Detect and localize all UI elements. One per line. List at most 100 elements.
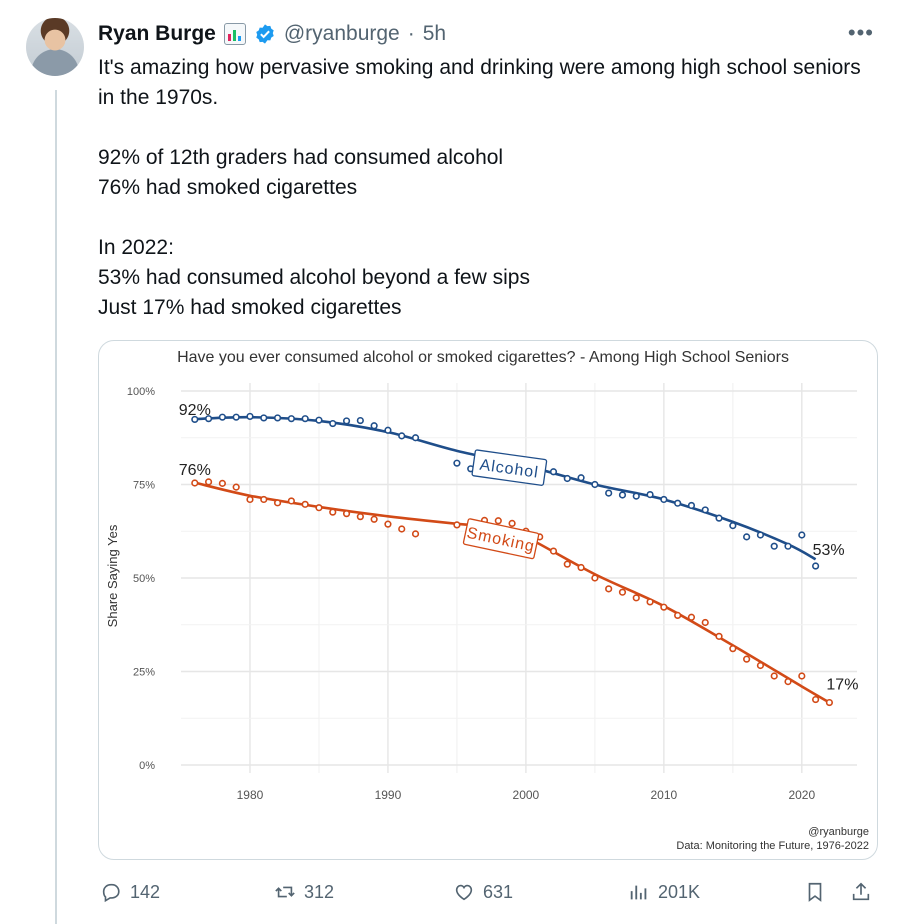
reply-button[interactable]: 142: [100, 876, 160, 908]
alcohol-data-point: [301, 415, 309, 423]
share-button[interactable]: [850, 876, 872, 908]
alcohol-data-point: [191, 415, 199, 424]
alcohol-data-point: [204, 415, 213, 423]
smoking-value-label: 76%: [179, 462, 211, 479]
x-tick-label: 2000: [513, 788, 540, 802]
views-count: 201K: [658, 881, 701, 902]
smoking-data-point: [660, 603, 668, 611]
smoking-data-point: [577, 563, 585, 572]
smoking-box-label: Smoking: [462, 518, 540, 560]
smoking-data-point: [287, 497, 295, 505]
retweet-icon: [275, 886, 295, 898]
retweet-button[interactable]: 312: [274, 876, 334, 908]
alcohol-data-point: [784, 542, 792, 550]
smoking-data-point: [770, 672, 778, 680]
chart-source: Data: Monitoring the Future, 1976-2022: [676, 840, 869, 852]
smoking-data-point: [260, 495, 268, 504]
retweet-count: 312: [304, 881, 335, 902]
chart-image[interactable]: 1980 1990 2000 2010 2020 0% 25% 50% 75% 100% 92% 5…: [98, 340, 878, 860]
smoking-data-point: [218, 479, 226, 487]
smoking-data-point: [646, 598, 654, 606]
smoking-data-point: [342, 510, 351, 518]
alcohol-data-point: [715, 514, 723, 522]
smoking-data-point: [701, 618, 709, 627]
share-icon: [852, 882, 870, 901]
like-icon: [455, 884, 473, 901]
alcohol-data-point: [687, 501, 696, 510]
bookmark-icon: [808, 882, 822, 902]
reply-icon: [102, 883, 120, 903]
smoking-data-point: [398, 525, 406, 533]
author-handle[interactable]: @ryanburge: [283, 22, 400, 45]
like-button[interactable]: 631: [453, 876, 513, 908]
y-tick-label: 100%: [127, 386, 155, 398]
x-tick-label: 1990: [375, 788, 402, 802]
reply-count: 142: [130, 881, 161, 902]
alcohol-data-point: [729, 522, 737, 530]
smoking-value-label: 17%: [826, 676, 858, 693]
smoking-data-point: [784, 677, 792, 686]
views-button[interactable]: 201K: [628, 876, 700, 908]
alcohol-data-point: [218, 413, 226, 421]
avatar[interactable]: [26, 18, 84, 76]
alcohol-data-point: [756, 531, 765, 539]
alcohol-box-label: Alcohol: [471, 449, 548, 486]
smoking-data-point: [246, 495, 254, 504]
chart-title: Have you ever consumed alcohol or smoked…: [177, 349, 789, 366]
bookmark-button[interactable]: [804, 876, 826, 908]
x-tick-label: 1980: [237, 788, 264, 802]
smoking-data-point: [798, 672, 806, 680]
y-tick-label: 0%: [139, 760, 155, 772]
thread-line: [55, 90, 57, 924]
alcohol-data-point: [287, 415, 295, 423]
smoking-data-point: [812, 695, 820, 704]
alcohol-value-label: 53%: [813, 542, 845, 559]
smoking-data-point: [715, 632, 723, 640]
alcohol-data-point: [384, 426, 392, 434]
smoking-data-point: [743, 655, 751, 663]
bar-chart-emoji-icon: [223, 23, 246, 45]
smoking-data-point: [356, 513, 364, 521]
smoking-data-point: [232, 483, 240, 491]
chart-credit: @ryanburge: [808, 826, 869, 838]
alcohol-data-point: [398, 432, 406, 440]
chart-y-axis-label: Share Saying Yes: [105, 524, 120, 627]
alcohol-data-point: [577, 474, 585, 482]
alcohol-data-point: [232, 413, 240, 421]
tweet-text: It's amazing how pervasive smoking and d…: [98, 56, 861, 319]
alcohol-data-point: [798, 531, 806, 539]
alcohol-data-point: [660, 495, 668, 504]
verified-badge-icon[interactable]: [254, 23, 276, 45]
smoking-data-point: [508, 519, 516, 527]
alcohol-data-point: [370, 422, 378, 430]
smoking-data-point: [315, 504, 323, 512]
alcohol-data-point: [273, 414, 282, 422]
smoking-data-point: [618, 588, 627, 596]
tweet-header: Ryan Burge @ryanburge · 5h: [98, 19, 446, 49]
alcohol-data-point: [563, 474, 571, 483]
smoking-data-point: [549, 547, 558, 555]
smoking-data-point: [273, 499, 282, 507]
alcohol-data-point: [591, 480, 599, 489]
alcohol-data-point: [453, 459, 461, 467]
smoking-data-point: [191, 479, 199, 487]
alcohol-data-point: [743, 533, 751, 541]
post-time[interactable]: 5h: [422, 22, 447, 45]
smoking-data-point: [301, 500, 309, 508]
alcohol-data-point: [315, 416, 323, 424]
alcohol-data-point: [246, 412, 254, 421]
smoking-data-point: [411, 530, 420, 538]
x-tick-label: 2020: [788, 788, 815, 802]
alcohol-data-point: [329, 419, 337, 428]
alcohol-data-point: [618, 491, 627, 499]
author-name[interactable]: Ryan Burge: [98, 22, 216, 45]
smoking-data-point: [605, 585, 613, 593]
smoking-data-point: [632, 594, 640, 602]
y-tick-label: 75%: [133, 480, 155, 492]
smoking-data-point: [563, 560, 571, 568]
smoking-data-point: [674, 611, 682, 620]
smoking-data-point: [729, 645, 737, 653]
more-dots-icon[interactable]: •••: [847, 20, 874, 45]
like-count: 631: [483, 881, 514, 902]
smoking-data-point: [494, 517, 502, 525]
